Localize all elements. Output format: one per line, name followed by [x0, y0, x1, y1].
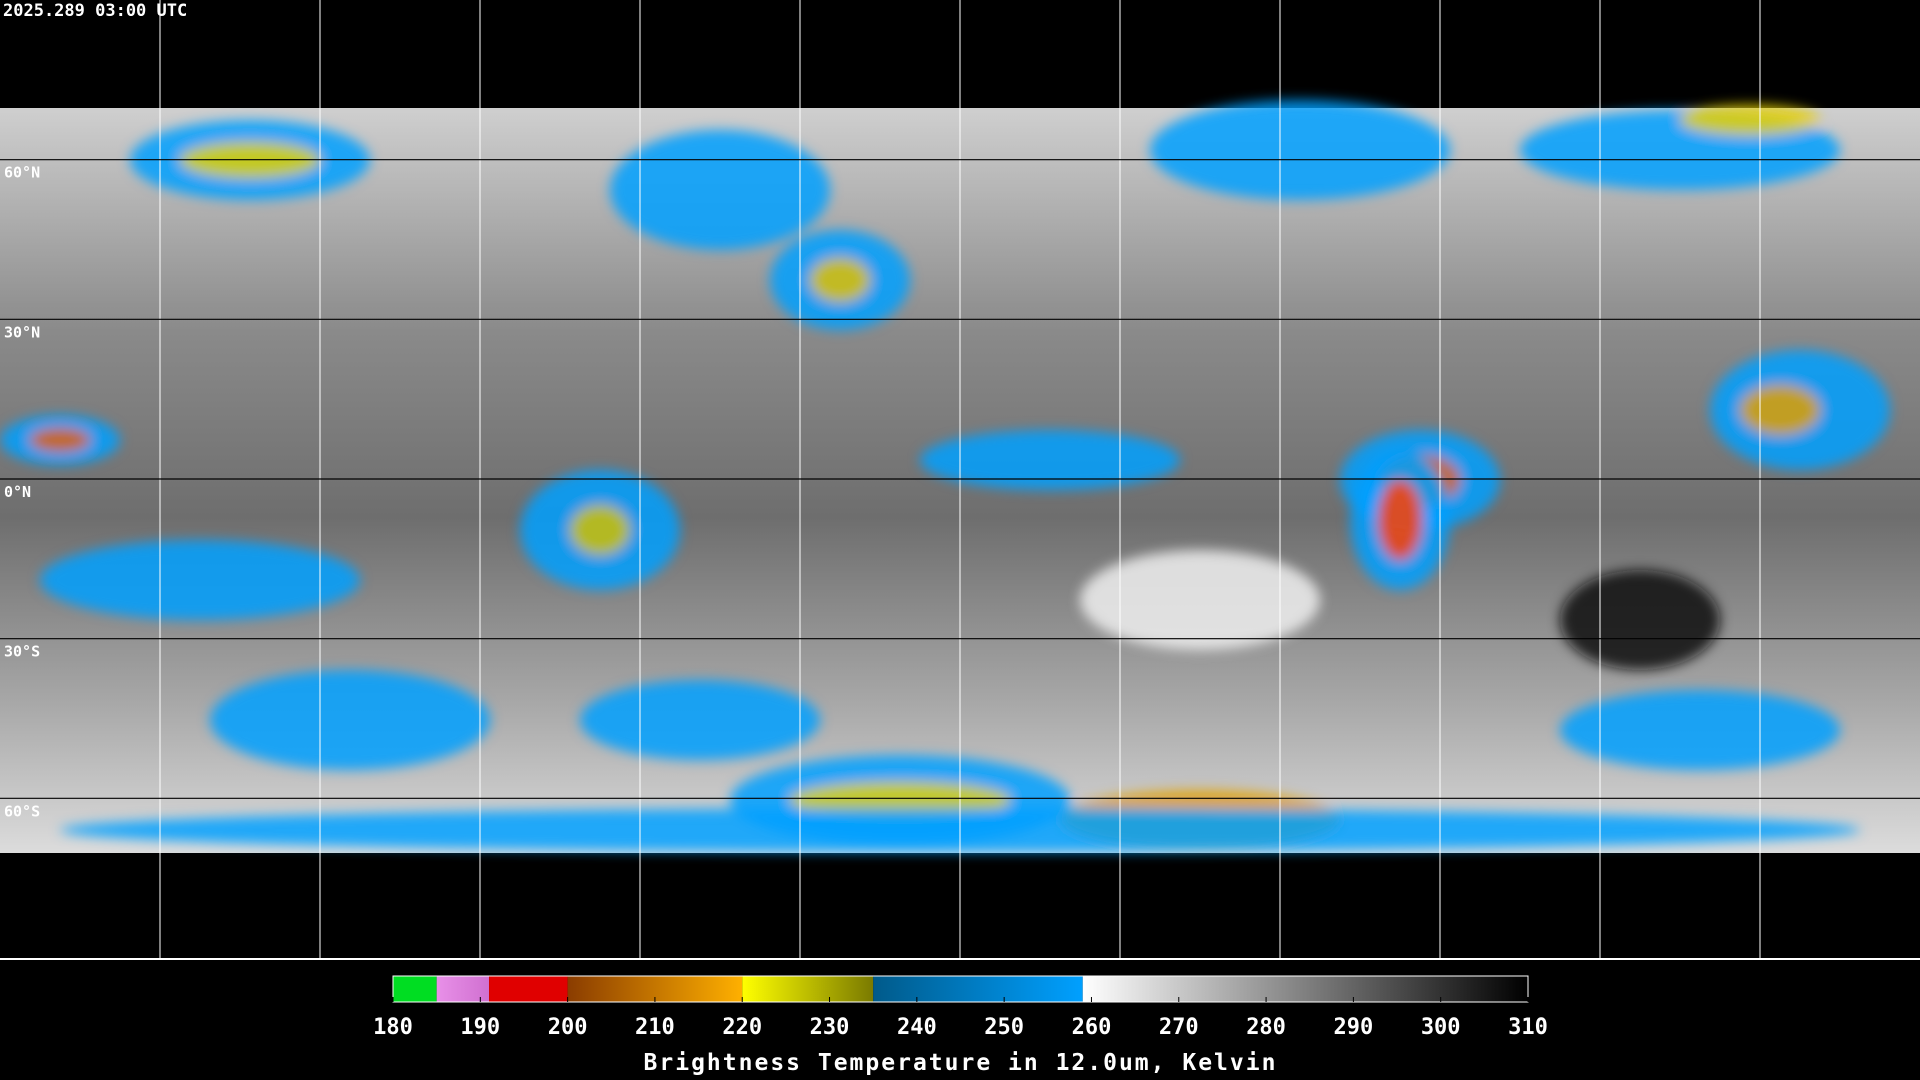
- colorbar-tick-label: 290: [1334, 1015, 1374, 1040]
- colorbar-segment: [1082, 976, 1528, 1002]
- colorbar-tick-label: 270: [1159, 1015, 1199, 1040]
- colorbar-segment: [489, 976, 568, 1002]
- colorbar-tick-label: 240: [897, 1015, 937, 1040]
- colorbar-segment: [873, 976, 1083, 1002]
- colorbar-tick-label: 300: [1421, 1015, 1461, 1040]
- colorbar-segment: [436, 976, 490, 1002]
- graticule: 60°N 30°N 0°N 30°S 60°S: [4, 0, 1761, 958]
- colorbar-segment: [742, 976, 874, 1002]
- lat-label: 60°S: [4, 802, 40, 820]
- colorbar-tick-label: 230: [810, 1015, 850, 1040]
- colorbar-tick-label: 180: [373, 1015, 413, 1040]
- colorbar-tick-label: 200: [548, 1015, 588, 1040]
- lat-label: 30°N: [4, 323, 40, 341]
- colorbar: 180 190 200 210 220 230 240 250 260 270 280 290 300 3…: [373, 975, 1548, 1076]
- timestamp: 2025.289 03:00 UTC: [3, 1, 187, 21]
- colorbar-frame: [392, 975, 1529, 1003]
- colorbar-tick-label: 190: [460, 1015, 500, 1040]
- lat-label: 0°N: [4, 483, 31, 501]
- colorbar-tick-label: 260: [1072, 1015, 1112, 1040]
- lat-label: 30°S: [4, 643, 40, 661]
- colorbar-tick-label: 250: [984, 1015, 1024, 1040]
- colorbar-tick-label: 310: [1508, 1015, 1548, 1040]
- colorbar-label: Brightness Temperature in 12.0um, Kelvin: [644, 1050, 1278, 1076]
- colorbar-tick-label: 280: [1246, 1015, 1286, 1040]
- colorbar-segment: [393, 976, 437, 1002]
- colorbar-tick-label: 210: [635, 1015, 675, 1040]
- divider: [0, 958, 1920, 960]
- lat-label: 60°N: [4, 164, 40, 182]
- colorbar-tick-label: 220: [722, 1015, 762, 1040]
